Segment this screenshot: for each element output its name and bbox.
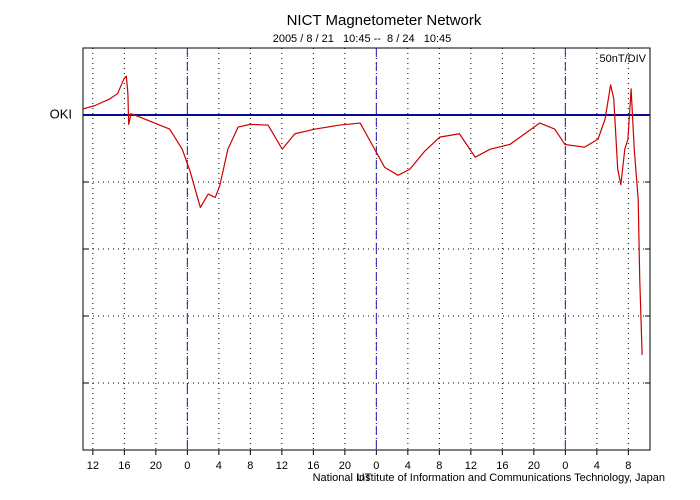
x-tick-label: 16 <box>496 460 508 472</box>
x-tick-label: 20 <box>150 460 162 472</box>
x-tick-label: 20 <box>339 460 351 472</box>
footer: National Institute of Information and Co… <box>313 472 665 484</box>
x-axis-label: UT <box>357 472 372 484</box>
chart-subtitle: 2005 / 8 / 21 10:45 -- 8 / 24 10:45 <box>273 33 452 45</box>
x-tick-label: 16 <box>307 460 319 472</box>
x-tick-label: 8 <box>247 460 253 472</box>
data-line <box>82 75 643 355</box>
scale-annotation: 50nT/DIV <box>600 53 647 65</box>
x-tick-label: 20 <box>528 460 540 472</box>
station-label: OKI <box>50 106 72 121</box>
x-tick-label: 16 <box>118 460 130 472</box>
x-tick-label: 12 <box>87 460 99 472</box>
chart-title: NICT Magnetometer Network <box>287 12 482 29</box>
x-tick-label: 12 <box>276 460 288 472</box>
x-tick-label: 4 <box>405 460 411 472</box>
x-tick-label: 0 <box>184 460 190 472</box>
x-tick-label: 0 <box>562 460 568 472</box>
x-tick-label: 4 <box>216 460 222 472</box>
x-tick-label: 12 <box>465 460 477 472</box>
x-tick-label: 8 <box>436 460 442 472</box>
x-tick-label: 0 <box>373 460 379 472</box>
x-tick-label: 8 <box>625 460 631 472</box>
x-tick-label: 4 <box>594 460 600 472</box>
